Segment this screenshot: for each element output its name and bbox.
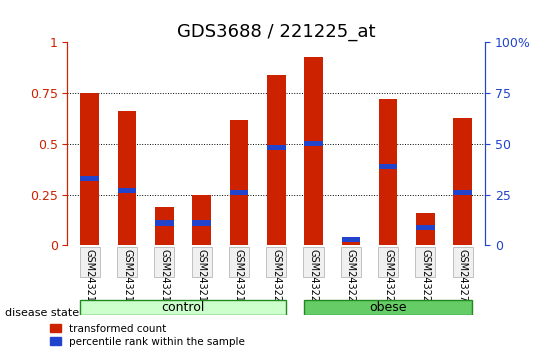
FancyBboxPatch shape <box>80 247 100 277</box>
Bar <box>230 120 248 245</box>
Text: GSM243228: GSM243228 <box>420 249 431 308</box>
Title: GDS3688 / 221225_at: GDS3688 / 221225_at <box>177 23 376 41</box>
Text: GSM243219: GSM243219 <box>234 249 244 308</box>
FancyBboxPatch shape <box>303 247 323 277</box>
Bar <box>379 164 397 169</box>
Bar <box>342 237 360 245</box>
Bar <box>155 221 174 225</box>
FancyBboxPatch shape <box>229 247 249 277</box>
Text: disease state: disease state <box>5 308 80 318</box>
FancyBboxPatch shape <box>266 247 286 277</box>
Bar <box>80 176 99 181</box>
FancyBboxPatch shape <box>304 300 472 315</box>
Bar <box>416 213 435 245</box>
FancyBboxPatch shape <box>154 247 175 277</box>
Bar <box>267 145 286 150</box>
Text: GSM243216: GSM243216 <box>122 249 132 308</box>
Bar <box>118 112 136 245</box>
Text: GSM243218: GSM243218 <box>197 249 206 308</box>
Text: GSM243226: GSM243226 <box>346 249 356 308</box>
Text: control: control <box>161 301 205 314</box>
FancyBboxPatch shape <box>378 247 398 277</box>
FancyBboxPatch shape <box>416 247 436 277</box>
FancyBboxPatch shape <box>191 247 212 277</box>
Text: GSM243225: GSM243225 <box>308 249 319 308</box>
Text: GSM243217: GSM243217 <box>160 249 169 308</box>
Bar <box>192 195 211 245</box>
Legend: transformed count, percentile rank within the sample: transformed count, percentile rank withi… <box>49 321 247 349</box>
Text: GSM243275: GSM243275 <box>458 249 468 308</box>
Text: GSM243227: GSM243227 <box>383 249 393 308</box>
FancyBboxPatch shape <box>453 247 473 277</box>
Bar <box>304 141 323 147</box>
Bar <box>267 75 286 245</box>
FancyBboxPatch shape <box>117 247 137 277</box>
FancyBboxPatch shape <box>341 247 361 277</box>
Bar <box>304 57 323 245</box>
Bar <box>379 99 397 245</box>
Bar <box>155 207 174 245</box>
Text: obese: obese <box>369 301 407 314</box>
Bar <box>453 190 472 195</box>
Text: GSM243215: GSM243215 <box>85 249 95 308</box>
FancyBboxPatch shape <box>80 300 286 315</box>
Bar <box>230 190 248 195</box>
Bar <box>80 93 99 245</box>
Text: GSM243220: GSM243220 <box>271 249 281 308</box>
Bar <box>416 224 435 230</box>
Bar <box>342 237 360 242</box>
Bar <box>118 188 136 193</box>
Bar <box>453 118 472 245</box>
Bar <box>192 221 211 225</box>
